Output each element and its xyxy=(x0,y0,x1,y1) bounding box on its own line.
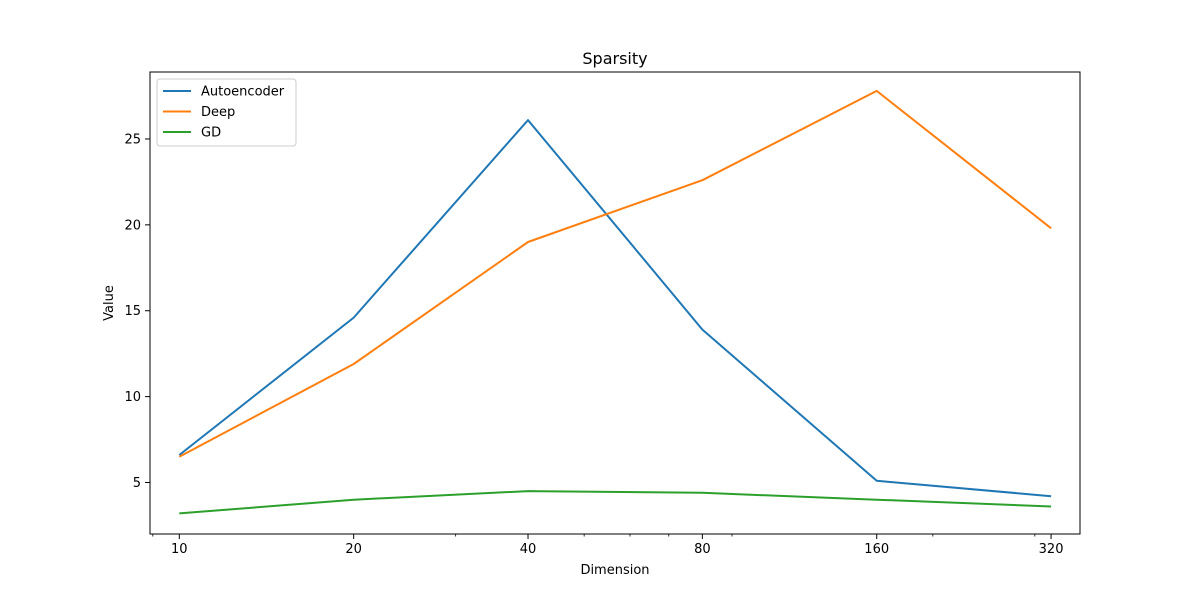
x-tick-label: 10 xyxy=(171,542,188,557)
y-tick-label: 20 xyxy=(124,218,141,233)
x-tick-label: 20 xyxy=(345,542,362,557)
x-tick-label: 40 xyxy=(520,542,537,557)
y-tick-label: 5 xyxy=(133,476,141,491)
y-tick-label: 25 xyxy=(124,132,141,147)
x-tick-label: 320 xyxy=(1039,542,1064,557)
chart-title: Sparsity xyxy=(582,49,647,68)
legend-label: Deep xyxy=(201,105,235,120)
legend-box xyxy=(156,78,297,147)
x-axis: 10 20 40 80 160 320 xyxy=(152,534,1064,557)
y-tick-label: 10 xyxy=(124,390,141,405)
series-line-gd xyxy=(179,490,1052,515)
legend: Autoencoder Deep GD xyxy=(156,78,297,147)
y-tick-label: 15 xyxy=(124,304,141,319)
plot-frame xyxy=(149,71,1081,535)
legend-label: Autoencoder xyxy=(201,85,285,100)
x-tick-label: 80 xyxy=(694,542,711,557)
plot-area: 10 20 40 80 160 320 5 10 15 20 25 xyxy=(124,71,1081,557)
series-line-autoencoder xyxy=(178,119,1052,498)
y-axis: 5 10 15 20 25 xyxy=(124,132,150,491)
y-axis-label: Value xyxy=(102,285,117,321)
legend-label: GD xyxy=(201,126,221,141)
x-tick-label: 160 xyxy=(864,542,889,557)
series-lines xyxy=(178,89,1052,515)
x-axis-label: Dimension xyxy=(580,563,649,578)
series-line-deep xyxy=(178,89,1052,458)
